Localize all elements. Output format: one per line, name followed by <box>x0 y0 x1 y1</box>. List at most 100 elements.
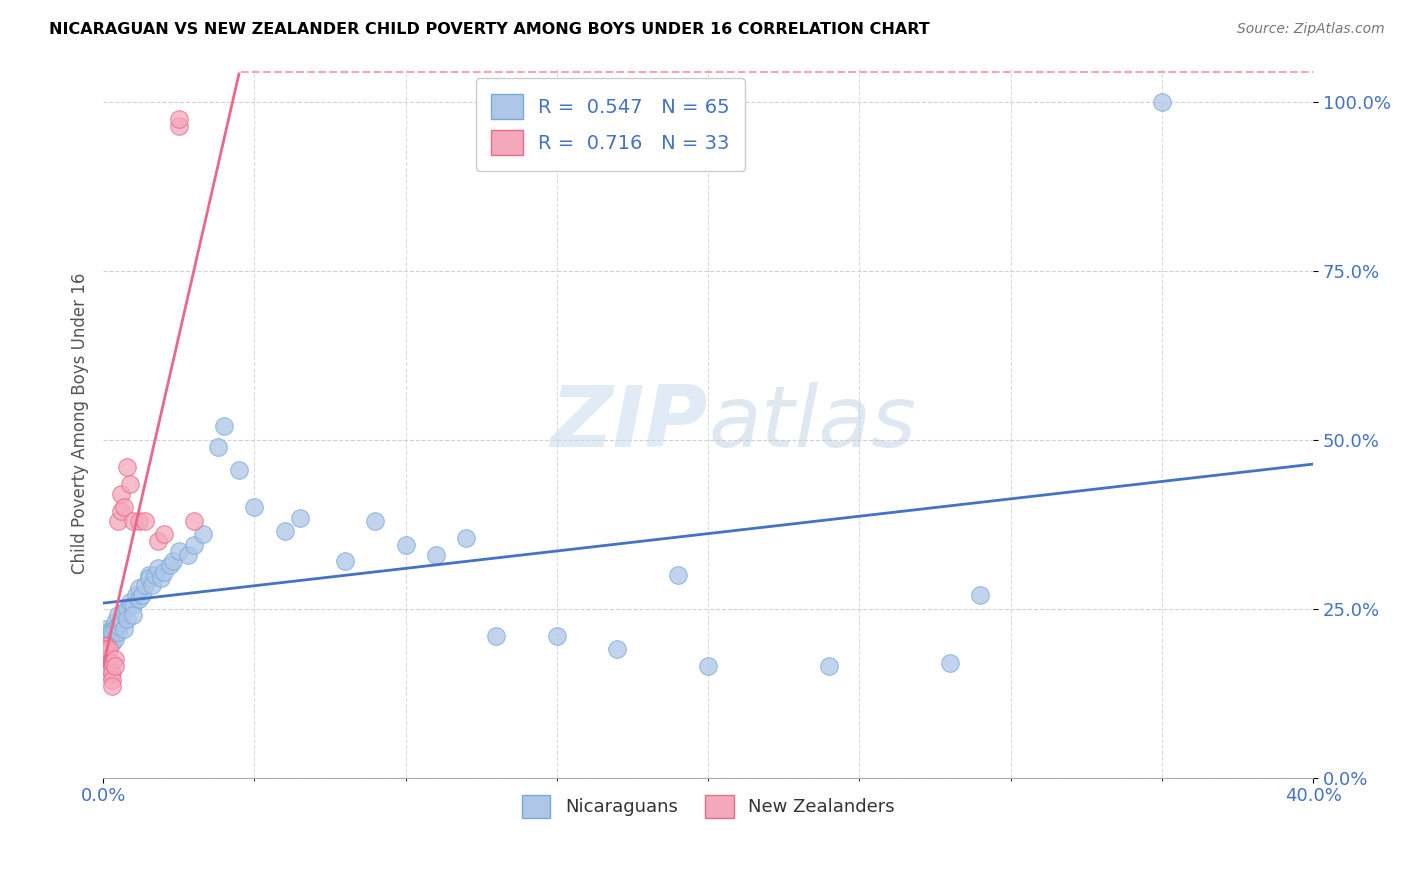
Point <box>96 646 118 660</box>
Point <box>333 554 356 568</box>
Point <box>134 514 156 528</box>
Point <box>93 639 115 653</box>
Point <box>177 548 200 562</box>
Point <box>98 656 121 670</box>
Point <box>107 625 129 640</box>
Point <box>183 538 205 552</box>
Point <box>101 622 124 636</box>
Point <box>546 629 568 643</box>
Point <box>104 659 127 673</box>
Point <box>101 625 124 640</box>
Point <box>143 568 166 582</box>
Point <box>666 568 689 582</box>
Point <box>104 615 127 630</box>
Point <box>146 534 169 549</box>
Point <box>128 582 150 596</box>
Point <box>117 612 139 626</box>
Legend: Nicaraguans, New Zealanders: Nicaraguans, New Zealanders <box>515 788 903 825</box>
Text: NICARAGUAN VS NEW ZEALANDER CHILD POVERTY AMONG BOYS UNDER 16 CORRELATION CHART: NICARAGUAN VS NEW ZEALANDER CHILD POVERT… <box>49 22 929 37</box>
Point <box>697 659 720 673</box>
Point <box>485 629 508 643</box>
Point <box>101 656 124 670</box>
Point <box>425 548 447 562</box>
Point <box>101 673 124 687</box>
Point <box>818 659 841 673</box>
Point <box>122 599 145 613</box>
Point <box>167 544 190 558</box>
Point <box>98 629 121 643</box>
Point <box>107 618 129 632</box>
Point <box>125 588 148 602</box>
Point <box>606 642 628 657</box>
Point <box>117 459 139 474</box>
Point <box>456 531 478 545</box>
Point <box>96 642 118 657</box>
Point <box>94 642 117 657</box>
Point <box>104 632 127 647</box>
Point <box>107 608 129 623</box>
Point <box>364 514 387 528</box>
Point <box>138 571 160 585</box>
Point <box>122 514 145 528</box>
Point <box>138 568 160 582</box>
Point <box>98 625 121 640</box>
Point <box>273 524 295 538</box>
Point <box>131 588 153 602</box>
Text: atlas: atlas <box>709 382 917 465</box>
Point <box>146 561 169 575</box>
Point <box>288 510 311 524</box>
Point <box>939 656 962 670</box>
Point <box>122 608 145 623</box>
Point <box>243 500 266 515</box>
Point <box>96 646 118 660</box>
Point <box>120 476 142 491</box>
Point <box>152 527 174 541</box>
Point <box>167 112 190 127</box>
Point <box>96 639 118 653</box>
Y-axis label: Child Poverty Among Boys Under 16: Child Poverty Among Boys Under 16 <box>72 272 89 574</box>
Point <box>207 440 229 454</box>
Point <box>395 538 418 552</box>
Point <box>167 119 190 133</box>
Point <box>110 504 132 518</box>
Point <box>98 642 121 657</box>
Point <box>107 514 129 528</box>
Point <box>93 642 115 657</box>
Point <box>1150 95 1173 110</box>
Point <box>128 591 150 606</box>
Point <box>228 463 250 477</box>
Point <box>96 622 118 636</box>
Point <box>98 665 121 680</box>
Point <box>93 639 115 653</box>
Point <box>141 578 163 592</box>
Text: Source: ZipAtlas.com: Source: ZipAtlas.com <box>1237 22 1385 37</box>
Point <box>96 629 118 643</box>
Point <box>162 554 184 568</box>
Point <box>120 595 142 609</box>
Point <box>212 419 235 434</box>
Point <box>112 622 135 636</box>
Point <box>969 588 991 602</box>
Point <box>112 500 135 515</box>
Point <box>117 601 139 615</box>
Text: ZIP: ZIP <box>551 382 709 465</box>
Point <box>101 680 124 694</box>
Point <box>98 659 121 673</box>
Point <box>149 571 172 585</box>
Point <box>110 615 132 630</box>
Point <box>110 612 132 626</box>
Point <box>101 665 124 680</box>
Point <box>128 514 150 528</box>
Point <box>101 629 124 643</box>
Point <box>97 652 120 666</box>
Point <box>110 487 132 501</box>
Point <box>191 527 214 541</box>
Point <box>152 565 174 579</box>
Point <box>134 578 156 592</box>
Point <box>96 652 118 666</box>
Point <box>112 605 135 619</box>
Point <box>104 622 127 636</box>
Point <box>98 639 121 653</box>
Point <box>101 635 124 649</box>
Point <box>183 514 205 528</box>
